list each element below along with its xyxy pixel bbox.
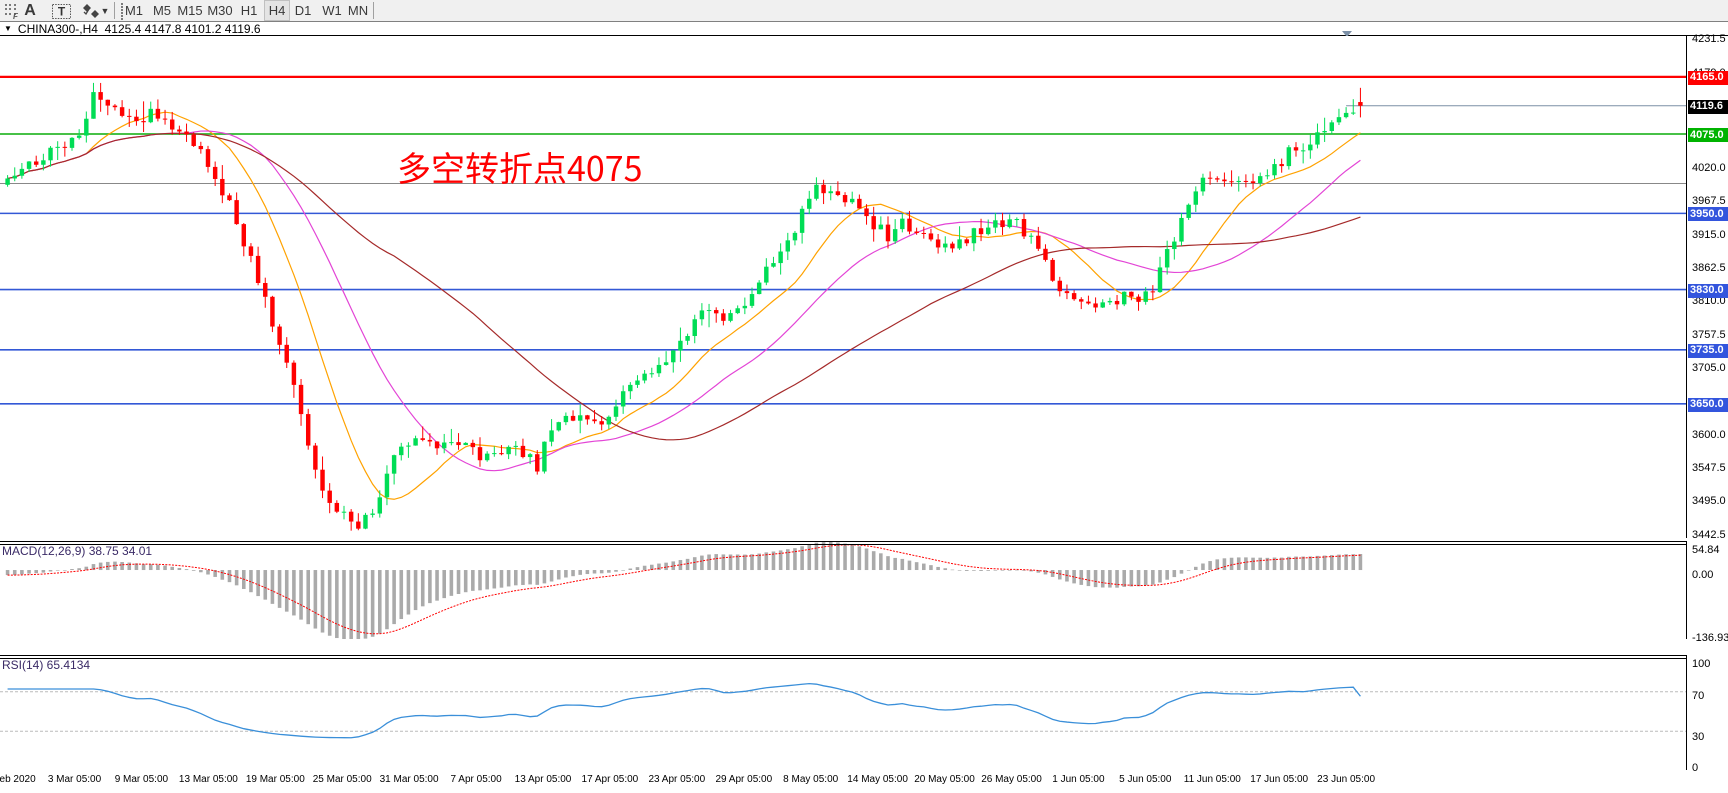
svg-text:T: T xyxy=(57,4,65,18)
